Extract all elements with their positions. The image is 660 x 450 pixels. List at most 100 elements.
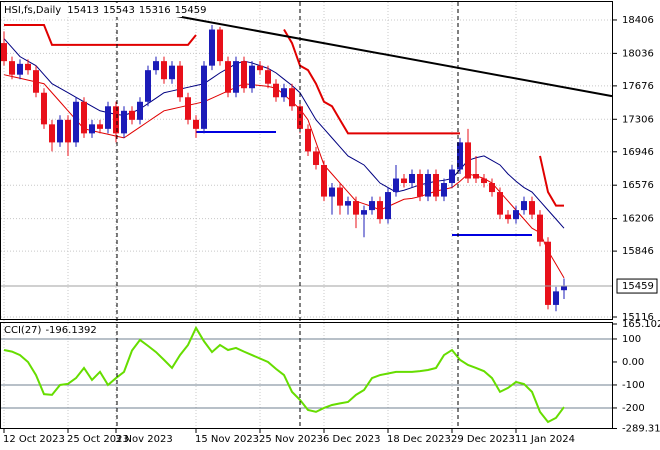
candle-body xyxy=(361,210,367,215)
candle-body xyxy=(105,106,111,129)
candle-body xyxy=(81,101,87,134)
y-tick-label: 16206 xyxy=(622,214,654,225)
candle-body xyxy=(353,201,359,215)
candle-body xyxy=(409,173,415,184)
candle-body xyxy=(289,88,295,107)
candle-body xyxy=(25,63,31,71)
y-tick-label: 17676 xyxy=(622,81,654,92)
candle-body xyxy=(337,187,343,206)
candle-body xyxy=(169,65,175,80)
y-tick-label: 0.00 xyxy=(622,357,644,368)
candle-body xyxy=(401,178,407,184)
candle-body xyxy=(433,173,439,197)
candle-body xyxy=(97,124,103,129)
y-tick-label: 16576 xyxy=(622,180,654,191)
candle-body xyxy=(345,201,351,206)
x-tick-label: 3 Nov 2023 xyxy=(115,434,173,445)
indicator-line xyxy=(196,131,532,237)
candle-body xyxy=(545,241,551,305)
candle-body xyxy=(217,29,223,62)
candle-body xyxy=(417,173,423,197)
candle-body xyxy=(553,291,559,305)
candle-body xyxy=(265,70,271,84)
y-tick-label: -200 xyxy=(622,403,645,414)
candle-body xyxy=(369,201,375,211)
candle-body xyxy=(321,164,327,197)
candle-body xyxy=(273,83,279,98)
x-tick-label: 6 Dec 2023 xyxy=(323,434,381,445)
candle-body xyxy=(425,173,431,197)
candle-body xyxy=(57,119,63,143)
y-tick-label: 18406 xyxy=(622,15,654,26)
y-tick-label: 100 xyxy=(622,334,641,345)
candle-body xyxy=(73,101,79,143)
chart-title: HSI,fs,Daily 15413 15543 15316 15459 xyxy=(4,5,206,16)
candle-body xyxy=(497,192,503,215)
candle-body xyxy=(249,65,255,89)
candle-body xyxy=(393,178,399,193)
candle-body xyxy=(329,187,335,197)
price-label: 15459 xyxy=(622,281,654,292)
trendline xyxy=(131,6,613,98)
candle-body xyxy=(193,119,199,129)
candle-body xyxy=(225,61,231,93)
x-tick-label: 12 Oct 2023 xyxy=(3,434,65,445)
x-tick-label: 15 Nov 2023 xyxy=(195,434,259,445)
candle-body xyxy=(121,110,127,134)
candle-body xyxy=(137,101,143,120)
candle-body xyxy=(561,286,567,291)
x-tick-label: 18 Dec 2023 xyxy=(387,434,451,445)
candle-body xyxy=(161,61,167,80)
candle-body xyxy=(145,70,151,102)
symbol: HSI,fs,Daily xyxy=(4,5,61,16)
close-value: 15459 xyxy=(175,5,207,16)
price-box xyxy=(616,278,658,294)
candle-body xyxy=(377,201,383,220)
candle-body xyxy=(177,65,183,98)
y-tick-label: -100 xyxy=(622,380,645,391)
y-tick-label: 17306 xyxy=(622,114,654,125)
y-tick-label: 165.1026 xyxy=(622,319,660,330)
candle-body xyxy=(153,61,159,71)
candle-body xyxy=(505,214,511,220)
cci-pane xyxy=(0,322,613,429)
main-pane xyxy=(0,1,613,320)
candle-body xyxy=(521,201,527,211)
y-tick-label: 18036 xyxy=(622,48,654,59)
candle-body xyxy=(33,70,39,93)
candle-body xyxy=(185,97,191,120)
candle-body xyxy=(89,124,95,134)
x-tick-label: 29 Dec 2023 xyxy=(451,434,515,445)
candle-body xyxy=(313,151,319,165)
indicator-line xyxy=(3,74,565,279)
cci-name: CCI(27) xyxy=(4,325,42,336)
candle-body xyxy=(441,183,447,197)
candle-body xyxy=(241,61,247,89)
candle-body xyxy=(9,61,15,75)
candle-body xyxy=(489,183,495,193)
candle-body xyxy=(233,61,239,93)
candle-body xyxy=(1,43,7,62)
x-tick-label: 25 Oct 2023 xyxy=(67,434,129,445)
candle-body xyxy=(41,92,47,125)
candle-body xyxy=(465,142,471,179)
low-value: 15316 xyxy=(139,5,171,16)
y-tick-label: 15846 xyxy=(622,246,654,257)
indicator-line xyxy=(4,24,564,207)
open-value: 15413 xyxy=(67,5,99,16)
candle-body xyxy=(201,65,207,129)
candle-body xyxy=(65,119,71,143)
cci-title: CCI(27) -196.1392 xyxy=(4,325,97,336)
candle-body xyxy=(257,65,263,71)
cci-value: -196.1392 xyxy=(45,325,96,336)
candle-body xyxy=(529,201,535,215)
candle-body xyxy=(449,169,455,184)
candle-body xyxy=(49,124,55,143)
candle-body xyxy=(473,173,479,179)
candle-body xyxy=(113,106,119,134)
high-value: 15543 xyxy=(103,5,135,16)
indicator-line xyxy=(3,325,565,424)
candle-body xyxy=(281,88,287,98)
